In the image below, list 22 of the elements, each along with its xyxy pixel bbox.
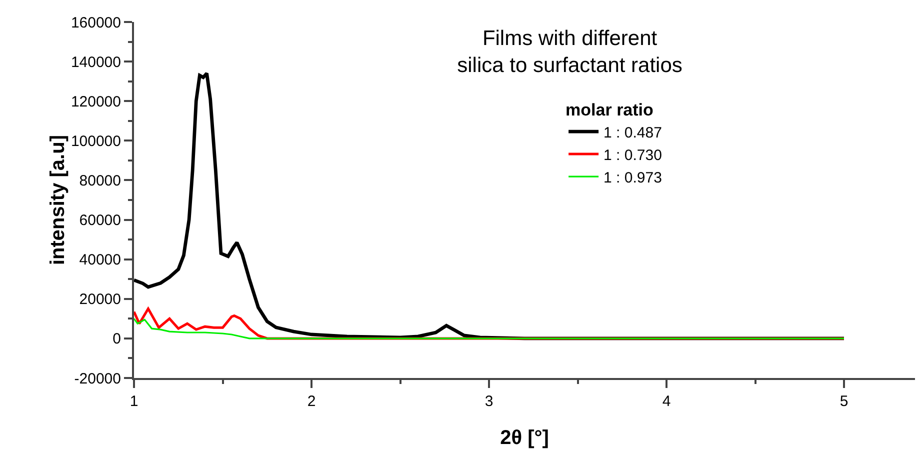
legend-label: 1 : 0.487 [604, 124, 662, 142]
text: Films with different silica to surfactant ratios [457, 26, 682, 78]
x-tick-label: 3 [484, 393, 494, 410]
x-tick-label: 2 [307, 393, 316, 410]
y-axis-title: intensity [a.u] [46, 134, 69, 266]
y-tick-label: 40000 [79, 252, 121, 269]
y-tick-label: -20000 [74, 370, 121, 388]
y-tick-label: 100000 [70, 132, 121, 150]
x-tick-label: 5 [840, 393, 848, 410]
y-tick-label: 60000 [79, 212, 121, 230]
y-tick-label: 20000 [79, 291, 121, 308]
y-tick-label: 140000 [70, 54, 121, 71]
x-axis-title: 2θ [°] [500, 427, 549, 449]
y-tick-label: 160000 [70, 14, 121, 32]
x-tick-label: 4 [662, 393, 671, 410]
x-tick-label: 1 [130, 393, 138, 410]
y-tick-label: 120000 [70, 93, 121, 110]
y-tick-label: 0 [112, 330, 121, 348]
legend-title: molar ratio [566, 100, 654, 120]
legend-label: 1 : 0.973 [604, 169, 662, 186]
y-tick-label: 80000 [79, 172, 121, 190]
legend-label: 1 : 0.730 [604, 146, 662, 164]
